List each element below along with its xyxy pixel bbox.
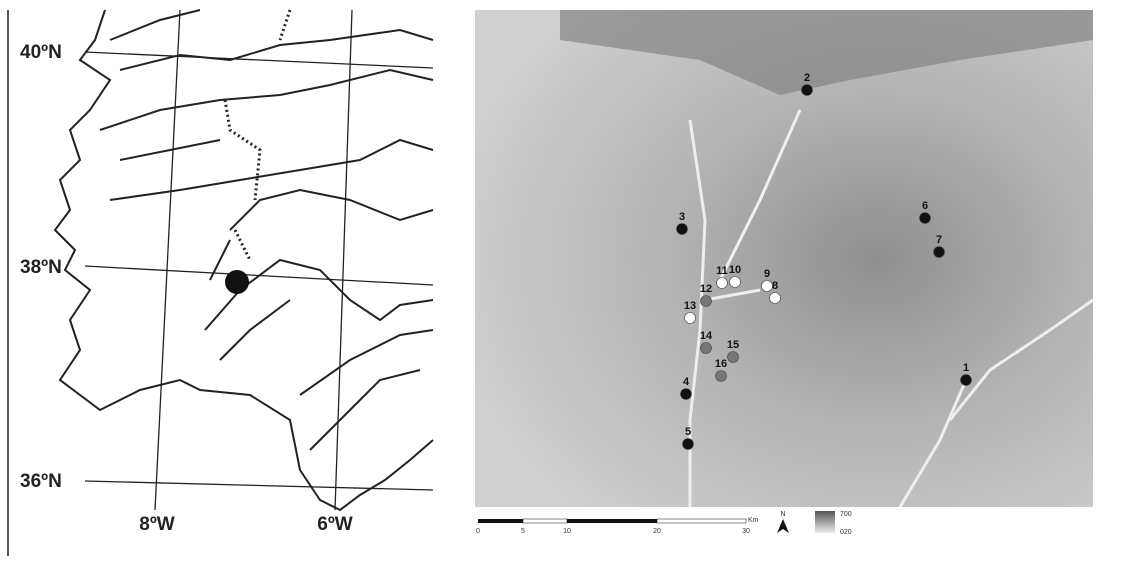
site-marker [730,277,741,288]
site-marker [701,343,712,354]
lon-label: 6ºW [317,514,353,535]
site-label: 5 [685,426,691,438]
legend-ramp [815,511,835,533]
site-label: 13 [684,300,696,312]
scale-label: 5 [521,528,525,535]
site-marker [681,389,692,400]
scale-label: 30 [742,528,750,535]
site-label: 14 [700,330,713,342]
site-label: 4 [683,376,690,388]
site-marker [920,213,931,224]
scale-unit: Km [748,517,759,524]
site-marker [716,371,727,382]
rivers [100,10,433,450]
legend-high: 700 [840,511,852,518]
meridian [155,10,180,510]
site-marker [677,224,688,235]
lat-label: 36ºN [20,471,62,492]
site-marker [683,439,694,450]
site-marker [685,313,696,324]
legend-low: 020 [840,529,852,536]
lat-label: 38ºN [20,257,62,278]
meridian [335,10,352,510]
site-label: 8 [772,280,778,292]
site-label: 12 [700,283,712,295]
site-marker [961,375,972,386]
site-label: 1 [963,362,969,374]
site-label: 9 [764,268,770,280]
site-label: 2 [804,72,810,84]
scale-bar: 0 5 10 20 30 Km [476,517,759,535]
site-label: 15 [727,339,739,351]
site-marker [802,85,813,96]
border [225,10,290,260]
site-label: 10 [729,264,741,276]
legend: 700 020 [815,511,852,536]
scale-label: 20 [653,528,661,535]
lat-label: 40ºN [20,42,62,63]
scale-label: 10 [563,528,571,535]
location-map: 40ºN 38ºN 36ºN 8ºW 6ºW [8,10,433,556]
site-label: 16 [715,358,727,370]
site-marker [762,281,773,292]
scale-label: 0 [476,528,480,535]
site-marker [934,247,945,258]
site-marker [717,278,728,289]
coastline [55,10,433,510]
site-marker [728,352,739,363]
north-arrow: N [777,511,789,533]
north-label: N [780,511,785,518]
study-area [225,270,249,294]
site-marker [770,293,781,304]
parallel [85,266,433,285]
site-label: 11 [716,265,728,277]
figure: 40ºN 38ºN 36ºN 8ºW 6ºW 12345678910111213… [0,0,1121,556]
site-label: 6 [922,200,928,212]
lon-label: 8ºW [139,514,175,535]
site-marker [701,296,712,307]
site-label: 3 [679,211,685,223]
site-label: 7 [936,234,942,246]
